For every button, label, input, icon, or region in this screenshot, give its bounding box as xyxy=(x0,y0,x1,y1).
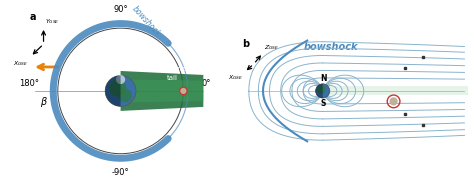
Circle shape xyxy=(390,97,398,105)
Text: 0°: 0° xyxy=(201,79,211,88)
Wedge shape xyxy=(316,84,323,98)
Text: N: N xyxy=(320,74,326,83)
Wedge shape xyxy=(105,76,120,106)
Text: b: b xyxy=(243,39,250,50)
Text: bowshock: bowshock xyxy=(130,4,162,38)
Text: $X_{GSE}$: $X_{GSE}$ xyxy=(13,59,28,68)
Circle shape xyxy=(118,89,132,102)
Text: β: β xyxy=(40,97,46,107)
Circle shape xyxy=(317,85,326,94)
Text: tail: tail xyxy=(166,75,177,81)
Text: geomagnetic: geomagnetic xyxy=(149,66,195,72)
Text: 180°: 180° xyxy=(19,79,39,88)
Text: $Z_{GSE}$: $Z_{GSE}$ xyxy=(264,43,280,52)
Circle shape xyxy=(180,87,187,95)
Text: $Y_{GSE}$: $Y_{GSE}$ xyxy=(45,17,59,26)
Text: bowshock: bowshock xyxy=(304,42,358,52)
Text: -90°: -90° xyxy=(112,168,129,177)
Text: S: S xyxy=(320,99,326,108)
Text: 90°: 90° xyxy=(113,5,128,14)
Circle shape xyxy=(105,76,136,106)
Circle shape xyxy=(109,80,126,97)
Circle shape xyxy=(316,84,330,98)
Polygon shape xyxy=(120,71,203,111)
Text: $X_{GSE}$: $X_{GSE}$ xyxy=(228,73,243,82)
Circle shape xyxy=(116,75,125,84)
Polygon shape xyxy=(123,80,203,102)
Text: a: a xyxy=(29,12,36,22)
Bar xyxy=(319,86,468,95)
